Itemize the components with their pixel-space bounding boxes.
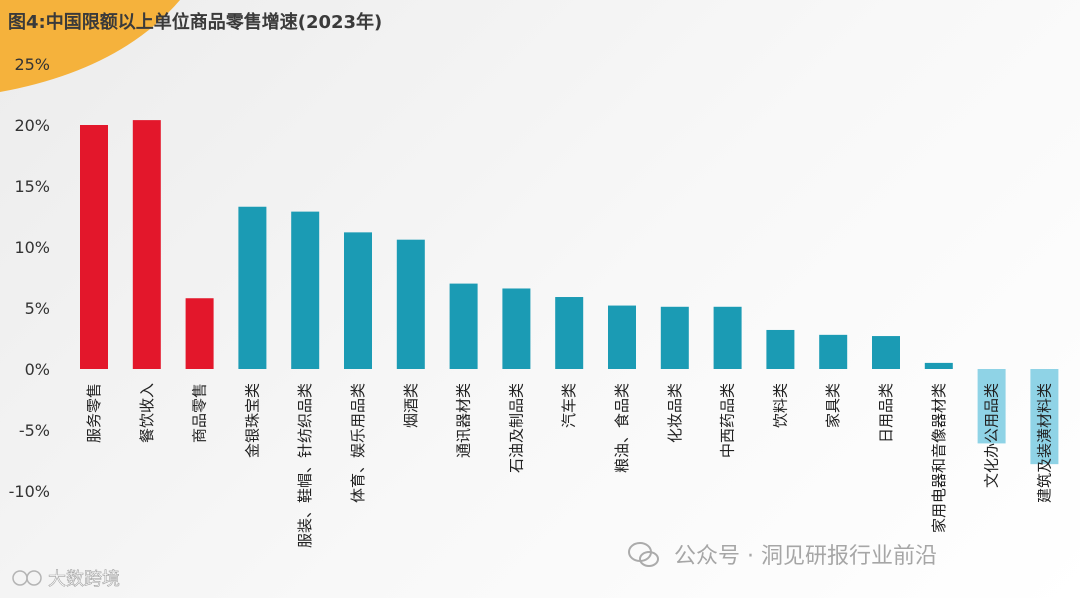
y-tick-label: 20% [14,116,50,135]
category-label: 体育、娱乐用品类 [349,383,367,503]
bar [924,362,953,369]
corner-logo-icon [12,570,42,586]
bar [977,369,1006,444]
category-label: 通讯器材类 [455,383,473,458]
bar [872,336,900,369]
y-tick-label: 10% [14,238,50,257]
y-axis-ticks: 25% 20% 15% 10% 5% 0% -5% -10% [9,55,50,501]
category-label: 石油及制品类 [507,383,525,473]
y-tick-label: 25% [14,55,50,74]
wechat-icon [628,542,659,567]
category-label: 中西药品类 [719,383,737,458]
category-label: 粮油、食品类 [613,383,631,473]
category-label: 汽车类 [560,383,578,428]
category-label: 建筑及装潢材料类 [1035,383,1053,503]
y-tick-label: -5% [19,421,50,440]
bar [660,306,689,369]
bar [766,329,795,369]
corner-arc-decoration [0,0,180,92]
bar [396,239,425,369]
bar [238,206,267,369]
bar [132,120,161,370]
bars-group [80,120,1059,465]
category-label: 文化办公用品类 [983,383,1001,488]
bar [502,288,531,369]
y-tick-label: 15% [14,177,50,196]
category-label: 日用品类 [877,383,895,443]
bar [185,298,214,369]
y-tick-label: 5% [25,299,50,318]
y-tick-label: -10% [9,482,50,501]
category-label: 服装、鞋帽、针纺织品类 [296,383,314,548]
watermark-text: 公众号 · 洞见研报行业前沿 [674,544,937,569]
bar [80,125,108,369]
category-label: 服务零售 [85,383,103,443]
category-label: 商品零售 [191,383,209,443]
category-label: 化妆品类 [666,383,684,443]
bar [291,211,320,369]
category-label: 家具类 [824,383,842,428]
corner-watermark-text: 大数跨境 [48,569,120,590]
category-label: 饮料类 [771,383,789,428]
category-label: 家用电器和音像器材类 [930,383,948,533]
y-tick-label: 0% [25,360,50,379]
category-label: 烟酒类 [402,383,420,428]
bar [555,297,584,369]
bar [344,232,372,369]
watermark: 公众号 · 洞见研报行业前沿 大数跨境 [12,542,937,590]
bar [449,283,478,369]
bar [608,305,636,369]
bar [819,334,848,369]
category-label: 金银珠宝类 [243,383,261,458]
chart-title: 图4:中国限额以上单位商品零售增速(2023年) [8,11,382,33]
category-label: 餐饮收入 [138,383,156,443]
bar [713,306,742,369]
bar [1030,369,1059,465]
category-labels: 服务零售 餐饮收入 商品零售 金银珠宝类 服装、鞋帽、针纺织品类 体育、娱乐用品类 烟酒类 通… [85,383,1053,548]
